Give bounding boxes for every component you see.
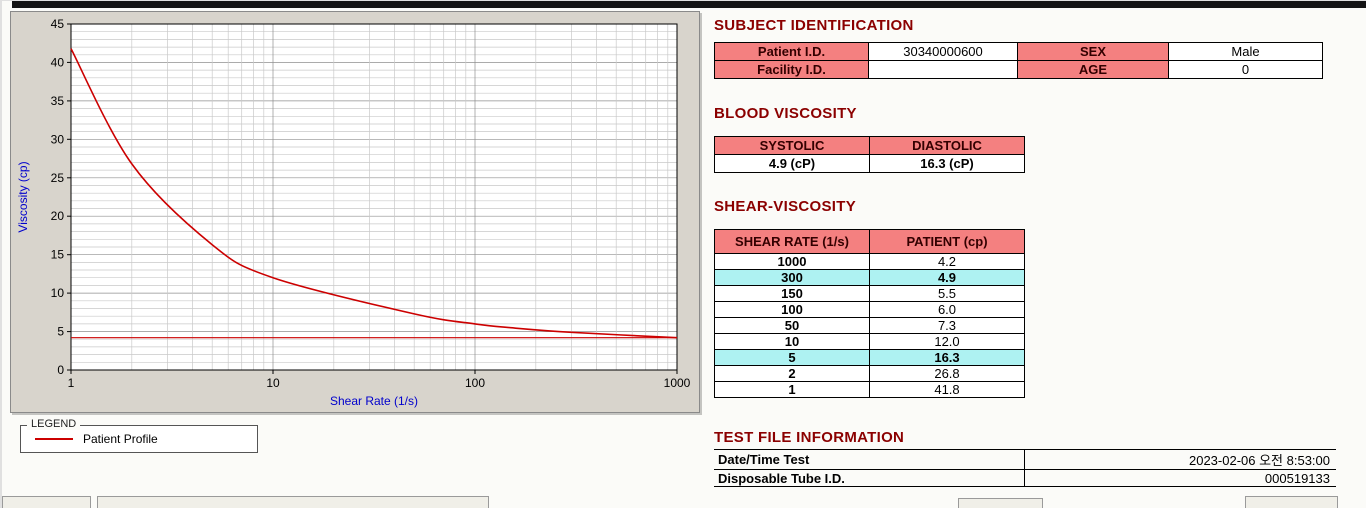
svg-text:100: 100 xyxy=(465,376,485,390)
sex-value: Male xyxy=(1168,42,1323,61)
patient-column-header: PATIENT (cp) xyxy=(869,229,1025,254)
shear-row: 100 6.0 xyxy=(714,301,1025,318)
test-file-information-table: Date/Time Test 2023-02-06 오전 8:53:00 Dispo… xyxy=(714,449,1336,487)
shear-row: 10 12.0 xyxy=(714,333,1025,350)
svg-text:1000: 1000 xyxy=(664,376,691,390)
blood-value-row: 4.9 (cP) 16.3 (cP) xyxy=(714,154,1025,173)
shear-row: 5 16.3 xyxy=(714,349,1025,366)
shear-row: 150 5.5 xyxy=(714,285,1025,302)
subject-row-1: Patient I.D. 30340000600 SEX Male xyxy=(714,42,1323,61)
age-value: 0 xyxy=(1168,60,1323,79)
shear-rate-cell: 5 xyxy=(714,349,870,366)
svg-text:10: 10 xyxy=(266,376,280,390)
svg-text:Viscosity (cp): Viscosity (cp) xyxy=(16,161,30,232)
svg-text:15: 15 xyxy=(51,248,65,262)
shear-rate-cell: 100 xyxy=(714,301,870,318)
patient-viscosity-cell: 41.8 xyxy=(869,381,1025,398)
blood-viscosity-heading: BLOOD VISCOSITY xyxy=(714,105,857,122)
window-fragment xyxy=(2,496,91,508)
subject-identification-table: Patient I.D. 30340000600 SEX Male Facili… xyxy=(714,42,1323,79)
svg-text:1: 1 xyxy=(68,376,75,390)
svg-text:25: 25 xyxy=(51,171,65,185)
window-fragment xyxy=(958,498,1043,508)
patient-viscosity-cell: 4.9 xyxy=(869,269,1025,286)
window-fragment xyxy=(1245,496,1338,508)
svg-text:40: 40 xyxy=(51,55,65,69)
shear-row: 50 7.3 xyxy=(714,317,1025,334)
patient-viscosity-cell: 5.5 xyxy=(869,285,1025,302)
svg-text:0: 0 xyxy=(57,363,64,377)
diastolic-label: DIASTOLIC xyxy=(869,136,1025,155)
shear-header-row: SHEAR RATE (1/s) PATIENT (cp) xyxy=(714,229,1025,254)
patient-viscosity-cell: 6.0 xyxy=(869,301,1025,318)
viscosity-chart-panel: 0 5 10 15 20 25 30 35 40 45 1 10 100 1000 Shear Rate (… xyxy=(10,11,700,413)
shear-rate-cell: 300 xyxy=(714,269,870,286)
subject-identification-heading: SUBJECT IDENTIFICATION xyxy=(714,17,914,34)
blood-header-row: SYSTOLIC DIASTOLIC xyxy=(714,136,1025,155)
svg-text:5: 5 xyxy=(57,325,64,339)
test-file-table-body: Date/Time Test 2023-02-06 오전 8:53:00 Dispo… xyxy=(714,449,1336,487)
shear-rate-cell: 50 xyxy=(714,317,870,334)
shear-rate-cell: 1 xyxy=(714,381,870,398)
test-file-row: Disposable Tube I.D. 000519133 xyxy=(714,469,1336,487)
shear-row: 1000 4.2 xyxy=(714,253,1025,270)
test-file-information-heading: TEST FILE INFORMATION xyxy=(714,429,905,446)
shear-row: 1 41.8 xyxy=(714,381,1025,398)
legend-title: LEGEND xyxy=(27,418,81,430)
test-file-value: 000519133 xyxy=(1024,469,1336,487)
systolic-value: 4.9 (cP) xyxy=(714,154,870,173)
age-label: AGE xyxy=(1017,60,1169,79)
subject-row-2: Facility I.D. AGE 0 xyxy=(714,60,1323,79)
sex-label: SEX xyxy=(1017,42,1169,61)
patient-viscosity-cell: 7.3 xyxy=(869,317,1025,334)
svg-text:Shear Rate (1/s): Shear Rate (1/s) xyxy=(330,394,418,408)
svg-text:45: 45 xyxy=(51,17,65,31)
shear-viscosity-table: SHEAR RATE (1/s) PATIENT (cp) 1000 4.2 300… xyxy=(714,229,1025,398)
svg-text:30: 30 xyxy=(51,132,65,146)
blood-viscosity-table: SYSTOLIC DIASTOLIC 4.9 (cP) 16.3 (cP) xyxy=(714,136,1025,173)
svg-text:20: 20 xyxy=(51,209,65,223)
shear-rate-column-header: SHEAR RATE (1/s) xyxy=(714,229,870,254)
shear-table-body: 1000 4.2 300 4.9 150 5.5 100 6.0 50 7.3 10 12.0 5 16.… xyxy=(714,253,1025,398)
patient-viscosity-cell: 4.2 xyxy=(869,253,1025,270)
svg-text:35: 35 xyxy=(51,94,65,108)
facility-id-value xyxy=(868,60,1018,79)
legend-series-label: Patient Profile xyxy=(83,432,158,446)
patient-profile-line-sample xyxy=(35,438,73,440)
window-fragment xyxy=(97,496,489,508)
patient-id-label: Patient I.D. xyxy=(714,42,869,61)
legend-box: LEGEND Patient Profile xyxy=(20,418,258,453)
shear-row: 300 4.9 xyxy=(714,269,1025,286)
systolic-label: SYSTOLIC xyxy=(714,136,870,155)
patient-viscosity-cell: 16.3 xyxy=(869,349,1025,366)
patient-id-value: 30340000600 xyxy=(868,42,1018,61)
patient-viscosity-cell: 26.8 xyxy=(869,365,1025,382)
test-file-value: 2023-02-06 오전 8:53:00 xyxy=(1024,449,1336,470)
shear-rate-cell: 150 xyxy=(714,285,870,302)
facility-id-label: Facility I.D. xyxy=(714,60,869,79)
patient-viscosity-cell: 12.0 xyxy=(869,333,1025,350)
shear-rate-cell: 10 xyxy=(714,333,870,350)
shear-rate-cell: 2 xyxy=(714,365,870,382)
window-top-edge xyxy=(12,1,1366,8)
test-file-label: Disposable Tube I.D. xyxy=(714,469,1025,487)
test-file-row: Date/Time Test 2023-02-06 오전 8:53:00 xyxy=(714,449,1336,470)
shear-row: 2 26.8 xyxy=(714,365,1025,382)
test-file-label: Date/Time Test xyxy=(714,449,1025,470)
shear-rate-cell: 1000 xyxy=(714,253,870,270)
diastolic-value: 16.3 (cP) xyxy=(869,154,1025,173)
viscosity-chart: 0 5 10 15 20 25 30 35 40 45 1 10 100 1000 Shear Rate (… xyxy=(16,17,691,408)
svg-text:10: 10 xyxy=(51,286,65,300)
shear-viscosity-heading: SHEAR-VISCOSITY xyxy=(714,198,857,215)
